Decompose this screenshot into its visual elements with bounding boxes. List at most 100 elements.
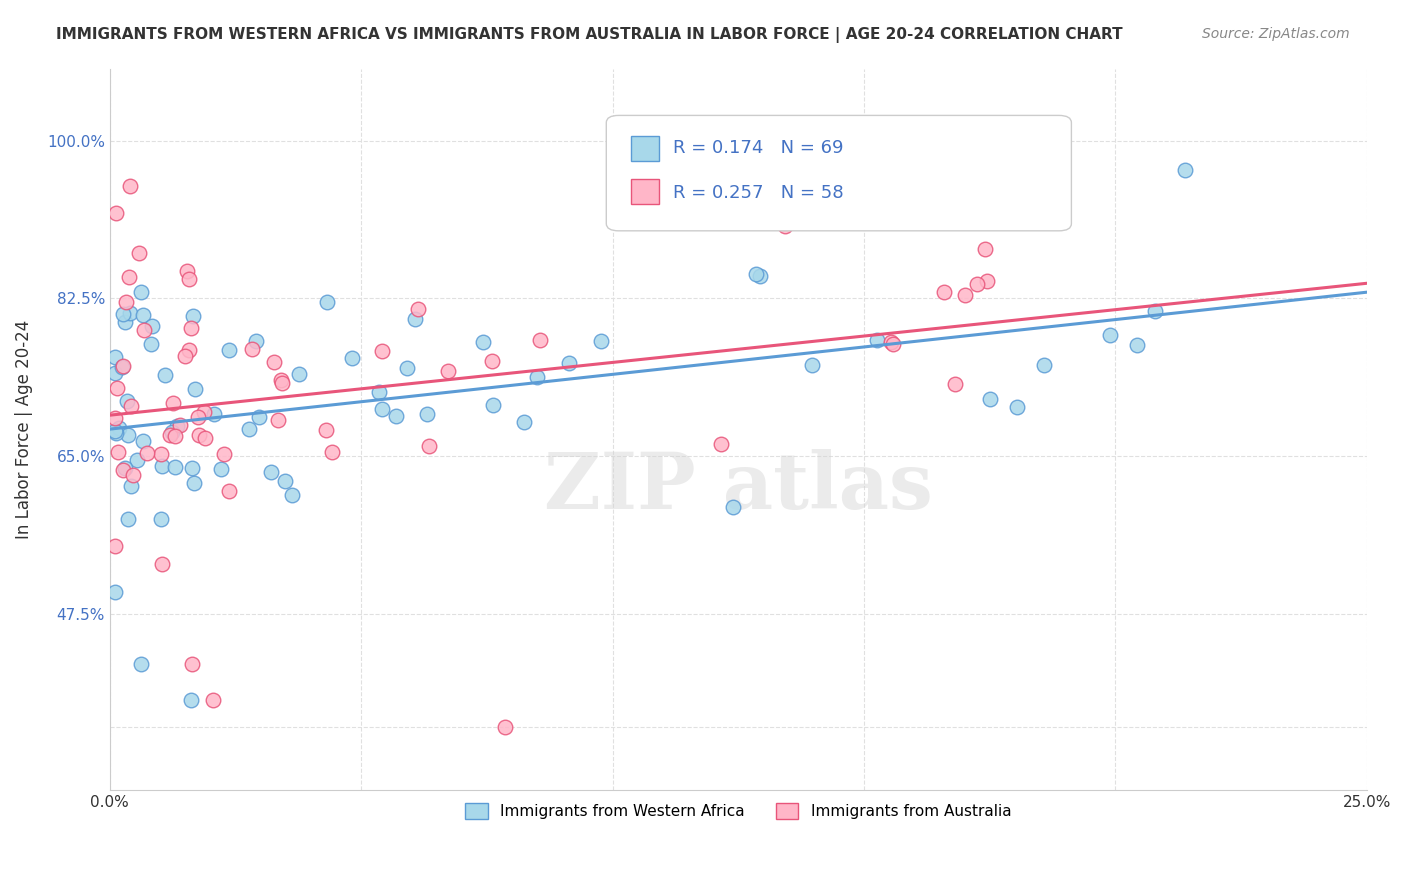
Point [882, 336, 904, 351]
Point [184, 382, 207, 396]
Point [181, 309, 204, 323]
Point [179, 343, 201, 357]
Point [212, 447, 235, 461]
Point [180, 657, 202, 671]
Legend: Immigrants from Western Africa, Immigrants from Australia: Immigrants from Western Africa, Immigran… [460, 797, 1018, 826]
Point [955, 287, 977, 301]
Point [117, 427, 139, 442]
Point [120, 178, 142, 193]
Point [513, 415, 536, 429]
Point [710, 437, 733, 451]
Point [181, 460, 204, 475]
Point [159, 427, 181, 442]
Point [529, 333, 551, 347]
Point [245, 334, 267, 348]
Point [270, 373, 292, 387]
Point [128, 246, 150, 260]
FancyBboxPatch shape [606, 115, 1071, 231]
Point [396, 360, 419, 375]
Point [162, 396, 184, 410]
Point [437, 364, 460, 378]
Point [266, 413, 288, 427]
Point [163, 428, 186, 442]
Point [131, 434, 153, 448]
Point [104, 425, 127, 440]
Point [274, 474, 297, 488]
Point [105, 206, 128, 220]
Point [723, 500, 745, 514]
Point [315, 423, 337, 437]
Point [247, 410, 270, 425]
Point [110, 359, 132, 374]
Point [136, 446, 159, 460]
Point [115, 394, 138, 409]
Point [115, 294, 138, 309]
Point [1032, 358, 1054, 372]
Point [120, 399, 142, 413]
Point [187, 410, 209, 425]
Point [418, 439, 440, 453]
Point [238, 422, 260, 436]
Point [288, 367, 311, 381]
Point [104, 424, 127, 438]
Point [558, 356, 581, 370]
Point [591, 334, 613, 348]
Text: R = 0.174   N = 69: R = 0.174 N = 69 [673, 139, 844, 157]
Point [118, 269, 141, 284]
Point [104, 366, 127, 380]
Point [149, 512, 172, 526]
Y-axis label: In Labor Force | Age 20-24: In Labor Force | Age 20-24 [15, 319, 32, 539]
Point [218, 343, 240, 357]
Point [260, 465, 283, 479]
Point [749, 268, 772, 283]
Point [1005, 400, 1028, 414]
Point [263, 355, 285, 369]
Point [194, 431, 217, 445]
Point [114, 315, 136, 329]
Point [202, 692, 225, 706]
Point [129, 657, 152, 671]
Point [1126, 338, 1149, 352]
Point [1144, 304, 1167, 318]
Point [111, 359, 134, 374]
Point [209, 462, 232, 476]
Point [218, 483, 240, 498]
Point [180, 320, 202, 334]
Point [104, 350, 127, 364]
Point [166, 418, 188, 433]
Point [482, 398, 505, 412]
Point [149, 447, 172, 461]
Point [281, 488, 304, 502]
Point [316, 295, 339, 310]
Point [416, 407, 439, 421]
Point [150, 458, 173, 473]
Point [177, 272, 200, 286]
Point [180, 692, 202, 706]
Point [104, 410, 127, 425]
Text: IMMIGRANTS FROM WESTERN AFRICA VS IMMIGRANTS FROM AUSTRALIA IN LABOR FORCE | AGE: IMMIGRANTS FROM WESTERN AFRICA VS IMMIGR… [56, 27, 1123, 43]
Point [117, 512, 139, 526]
Point [979, 392, 1001, 406]
Point [745, 267, 768, 281]
Point [966, 277, 988, 291]
Point [404, 312, 426, 326]
Point [340, 351, 363, 366]
FancyBboxPatch shape [631, 179, 659, 204]
Point [271, 376, 294, 391]
Point [131, 308, 153, 322]
Point [371, 402, 394, 417]
Point [526, 370, 548, 384]
Point [165, 460, 187, 475]
Point [202, 407, 225, 421]
Point [406, 301, 429, 316]
Point [481, 353, 503, 368]
Point [139, 337, 162, 351]
Point [800, 358, 823, 372]
Point [187, 428, 209, 442]
Point [976, 273, 998, 287]
Text: R = 0.257   N = 58: R = 0.257 N = 58 [673, 184, 844, 202]
Point [125, 453, 148, 467]
Point [193, 404, 215, 418]
Text: Source: ZipAtlas.com: Source: ZipAtlas.com [1202, 27, 1350, 41]
Point [385, 409, 408, 424]
